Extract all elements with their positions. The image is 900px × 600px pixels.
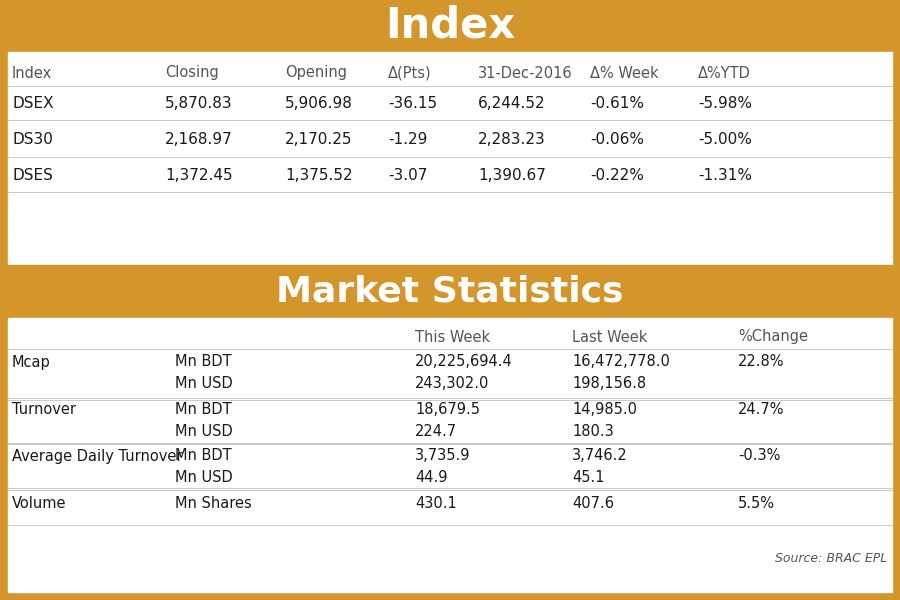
Text: -5.00%: -5.00% [698,133,751,148]
Text: Index: Index [12,65,52,80]
Text: 430.1: 430.1 [415,497,456,511]
Text: 1,390.67: 1,390.67 [478,169,546,184]
Text: Mn USD: Mn USD [175,377,233,391]
Text: Mn USD: Mn USD [175,424,233,439]
Text: Index: Index [385,5,515,47]
Text: Mn BDT: Mn BDT [175,449,231,463]
Bar [8,318,892,592]
Text: -5.98%: -5.98% [698,97,752,112]
Text: 243,302.0: 243,302.0 [415,377,490,391]
Text: 5,870.83: 5,870.83 [165,97,232,112]
Text: 16,472,778.0: 16,472,778.0 [572,355,670,370]
Text: -1.31%: -1.31% [698,169,752,184]
Text: Turnover: Turnover [12,401,76,416]
Text: -0.06%: -0.06% [590,133,644,148]
Text: 14,985.0: 14,985.0 [572,401,637,416]
Text: %Change: %Change [738,329,808,344]
Text: 18,679.5: 18,679.5 [415,401,480,416]
Bar [8,0,892,52]
Text: -1.29: -1.29 [388,133,427,148]
Text: 198,156.8: 198,156.8 [572,377,646,391]
Text: -0.61%: -0.61% [590,97,644,112]
Text: 24.7%: 24.7% [738,401,785,416]
Text: 1,372.45: 1,372.45 [165,169,232,184]
Text: 31-Dec-2016: 31-Dec-2016 [478,65,572,80]
Text: This Week: This Week [415,329,491,344]
Text: 6,244.52: 6,244.52 [478,97,545,112]
Text: 3,746.2: 3,746.2 [572,449,628,463]
Text: -36.15: -36.15 [388,97,437,112]
Text: Δ%YTD: Δ%YTD [698,65,751,80]
Text: -0.22%: -0.22% [590,169,643,184]
Text: 407.6: 407.6 [572,497,614,511]
Bar [8,265,892,318]
Text: 224.7: 224.7 [415,424,457,439]
Text: -3.07: -3.07 [388,169,427,184]
Text: Δ(Pts): Δ(Pts) [388,65,432,80]
Text: Last Week: Last Week [572,329,647,344]
Text: 5.5%: 5.5% [738,497,775,511]
Text: Mcap: Mcap [12,355,50,370]
Text: 5,906.98: 5,906.98 [285,97,353,112]
Text: Mn BDT: Mn BDT [175,355,231,370]
Text: DSES: DSES [12,169,53,184]
Text: Δ% Week: Δ% Week [590,65,659,80]
Text: 2,283.23: 2,283.23 [478,133,545,148]
Text: Mn BDT: Mn BDT [175,401,231,416]
Text: DSEX: DSEX [12,97,54,112]
Text: 180.3: 180.3 [572,424,614,439]
Text: Closing: Closing [165,65,219,80]
Text: Market Statistics: Market Statistics [276,275,624,308]
Text: Volume: Volume [12,497,67,511]
Text: 2,168.97: 2,168.97 [165,133,233,148]
Text: Average Daily Turnover: Average Daily Turnover [12,449,183,463]
Text: 1,375.52: 1,375.52 [285,169,353,184]
Text: 45.1: 45.1 [572,470,605,485]
Text: 3,735.9: 3,735.9 [415,449,471,463]
Text: 44.9: 44.9 [415,470,447,485]
Text: Source: BRAC EPL: Source: BRAC EPL [775,551,887,565]
Text: Opening: Opening [285,65,347,80]
Text: -0.3%: -0.3% [738,449,780,463]
Text: DS30: DS30 [12,133,53,148]
Text: Mn Shares: Mn Shares [175,497,252,511]
Bar [8,52,892,265]
Text: Mn USD: Mn USD [175,470,233,485]
Text: 22.8%: 22.8% [738,355,785,370]
Text: 20,225,694.4: 20,225,694.4 [415,355,513,370]
Text: 2,170.25: 2,170.25 [285,133,353,148]
